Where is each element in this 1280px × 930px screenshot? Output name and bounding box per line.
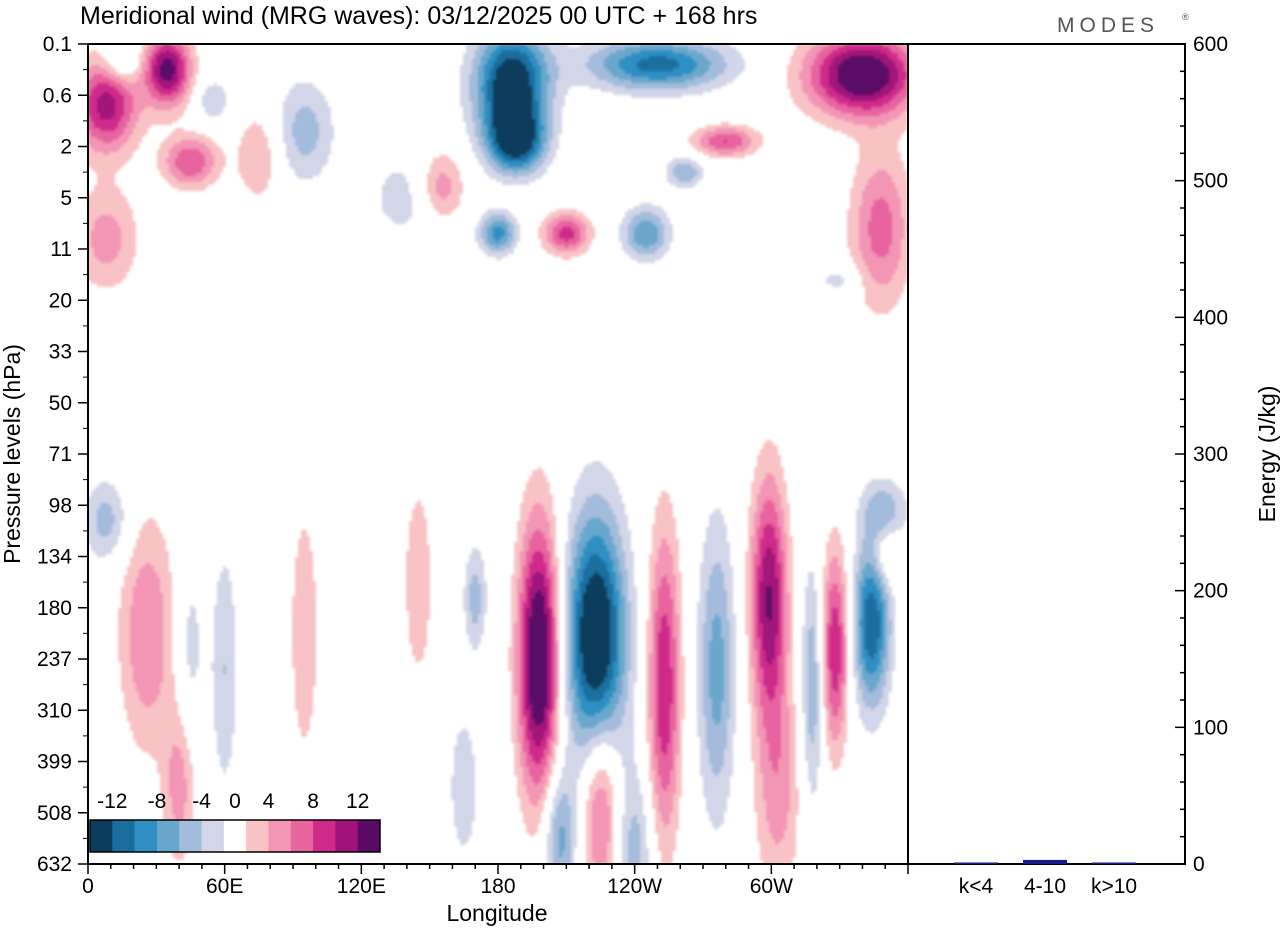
x-tick-label: 120E [337, 875, 386, 898]
x-tick-label: 0 [82, 875, 94, 898]
energy-tick-label: 100 [1193, 716, 1228, 739]
brand-mark: ® [1182, 12, 1189, 22]
colorbar-swatch [223, 820, 247, 852]
energy-bar-3 [1092, 862, 1136, 864]
x-tick-label: 180 [480, 875, 515, 898]
colorbar-swatch [357, 820, 381, 852]
y-tick-label: 33 [49, 341, 72, 364]
energy-bars: k<4 4-10 k>10 [954, 859, 1137, 898]
y-tick-label: 134 [37, 546, 72, 569]
x-tick-label: 60E [206, 875, 243, 898]
y-tick-label: 0.6 [43, 84, 72, 107]
colorbar-swatch [268, 820, 292, 852]
colorbar-label: 8 [307, 790, 319, 813]
y-tick-label: 11 [50, 238, 72, 261]
longitude-axis: 0 60E 120E 180 120W 60W [82, 864, 909, 898]
x-tick-label: 60W [750, 875, 793, 898]
energy-bar-1 [954, 862, 998, 864]
colorbar: -12 -8 -4 0 4 8 12 [89, 790, 381, 853]
colorbar-label: -12 [97, 790, 127, 813]
colorbar-swatch [313, 820, 336, 852]
y-tick-label: 5 [60, 187, 72, 210]
energy-bar-2 [1023, 859, 1067, 864]
y-tick-label: 50 [49, 392, 72, 415]
colorbar-label: 4 [263, 790, 275, 813]
y-tick-label: 98 [49, 494, 72, 517]
y-tick-label: 2 [60, 136, 72, 159]
brand-name: MODES [1057, 14, 1159, 37]
y-tick-label: 71 [49, 443, 72, 466]
energy-category-label: k>10 [1091, 875, 1137, 898]
colorbar-swatch [112, 820, 135, 852]
energy-axis-label: Energy (J/kg) [1254, 386, 1280, 523]
y-tick-label: 399 [37, 751, 72, 774]
colorbar-swatch [156, 820, 180, 852]
energy-tick-label: 400 [1193, 306, 1228, 329]
colorbar-frame [89, 819, 381, 853]
brand-logo: MODES ® [1057, 12, 1189, 37]
y-tick-label: 180 [37, 597, 72, 620]
chart-title: Meridional wind (MRG waves): 03/12/2025 … [80, 2, 757, 30]
colorbar-label: -4 [192, 790, 211, 813]
y-tick-label: 20 [49, 289, 72, 312]
x-axis-label: Longitude [446, 900, 547, 926]
energy-tick-label: 600 [1193, 33, 1228, 56]
colorbar-swatch [201, 820, 225, 852]
colorbar-label: 12 [346, 790, 369, 813]
energy-tick-label: 500 [1193, 170, 1228, 193]
colorbar-label: -8 [148, 790, 167, 813]
energy-axis: 0 100 200 300 400 500 600 [1175, 33, 1228, 876]
y-tick-label: 0.1 [43, 33, 72, 56]
colorbar-swatch [90, 820, 113, 852]
y-tick-label: 508 [37, 802, 72, 825]
x-tick-label: 120W [607, 875, 662, 898]
y-tick-label: 632 [37, 853, 72, 876]
colorbar-swatch [179, 820, 202, 852]
energy-panel-frame [907, 43, 1186, 865]
energy-category-label: k<4 [959, 875, 994, 898]
y-tick-label: 237 [37, 648, 72, 671]
energy-tick-label: 200 [1193, 580, 1228, 603]
energy-category-label: 4-10 [1024, 875, 1066, 898]
energy-tick-label: 0 [1193, 853, 1205, 876]
colorbar-swatch [335, 820, 358, 852]
colorbar-swatch [290, 820, 314, 852]
contour-raster [88, 44, 908, 864]
energy-tick-label: 300 [1193, 443, 1228, 466]
y-axis-label: Pressure levels (hPa) [0, 344, 25, 564]
pressure-axis: 0.1 0.6 2 5 11 20 33 50 71 98 134 180 237 310 399 508 63… [37, 33, 88, 876]
y-tick-label: 310 [37, 699, 72, 722]
colorbar-swatch [246, 820, 269, 852]
colorbar-swatch [134, 820, 158, 852]
wind-contour-field [88, 44, 908, 864]
colorbar-label: 0 [229, 790, 241, 813]
